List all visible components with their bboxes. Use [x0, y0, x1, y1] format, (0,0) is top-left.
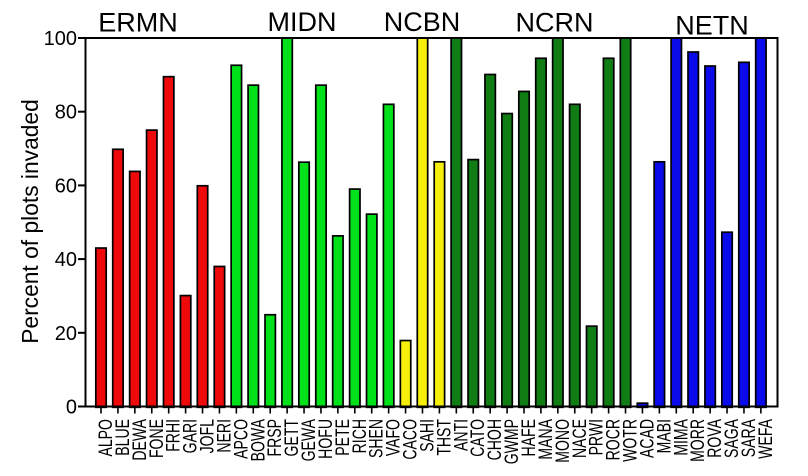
svg-text:JOFL: JOFL [196, 419, 218, 453]
svg-text:20: 20 [55, 323, 77, 345]
svg-text:HAFE: HAFE [518, 419, 540, 456]
svg-text:HOFU: HOFU [315, 419, 337, 459]
svg-text:GARI: GARI [180, 419, 202, 453]
svg-text:FONE: FONE [146, 419, 168, 458]
svg-text:MONO: MONO [552, 419, 574, 463]
svg-text:ERMN: ERMN [98, 8, 178, 38]
svg-text:80: 80 [55, 102, 77, 124]
svg-text:WOTR: WOTR [619, 419, 641, 462]
svg-text:FRHI: FRHI [163, 419, 185, 452]
svg-text:MORR: MORR [687, 419, 709, 462]
svg-text:MANA: MANA [535, 418, 557, 459]
svg-text:ROCR: ROCR [603, 419, 625, 460]
svg-text:40: 40 [55, 249, 77, 271]
svg-text:60: 60 [55, 175, 77, 197]
svg-text:NCRN: NCRN [516, 8, 594, 38]
svg-text:CATO: CATO [467, 419, 489, 457]
svg-text:DEWA: DEWA [129, 418, 151, 460]
svg-text:GWMP: GWMP [501, 419, 523, 464]
svg-text:ANTI: ANTI [450, 419, 472, 451]
svg-text:RICH: RICH [349, 419, 371, 453]
svg-text:NACE: NACE [569, 419, 591, 458]
svg-text:VAFO: VAFO [383, 419, 405, 456]
svg-text:100: 100 [44, 28, 77, 50]
svg-text:BOWA: BOWA [247, 418, 269, 461]
svg-text:THST: THST [433, 419, 455, 456]
svg-text:PETE: PETE [332, 419, 354, 456]
svg-text:SHEN: SHEN [366, 419, 388, 458]
svg-text:CHOH: CHOH [484, 419, 506, 460]
svg-text:WEFA: WEFA [755, 418, 777, 459]
svg-text:NETN: NETN [675, 11, 749, 41]
svg-text:ALPO: ALPO [95, 419, 117, 457]
svg-text:BLUE: BLUE [112, 419, 134, 456]
svg-text:MABI: MABI [653, 419, 675, 453]
svg-text:ROVA: ROVA [704, 418, 726, 458]
svg-text:SAHI: SAHI [416, 419, 438, 452]
svg-text:FRSP: FRSP [264, 419, 286, 456]
svg-text:SARA: SARA [738, 418, 760, 457]
svg-text:ACAD: ACAD [636, 419, 658, 458]
svg-text:Percent of plots invaded: Percent of plots invaded [17, 99, 43, 344]
svg-text:CACO: CACO [400, 419, 422, 460]
svg-text:SAGA: SAGA [721, 418, 743, 458]
svg-text:GEWA: GEWA [298, 418, 320, 461]
svg-text:MIMA: MIMA [670, 418, 692, 455]
svg-text:NCBN: NCBN [384, 7, 461, 37]
svg-text:GETT: GETT [281, 419, 303, 456]
svg-text:0: 0 [66, 397, 77, 419]
svg-text:PRWI: PRWI [586, 419, 608, 455]
svg-text:NERI: NERI [213, 419, 235, 453]
svg-text:APCO: APCO [230, 419, 252, 459]
svg-text:MIDN: MIDN [268, 7, 337, 37]
